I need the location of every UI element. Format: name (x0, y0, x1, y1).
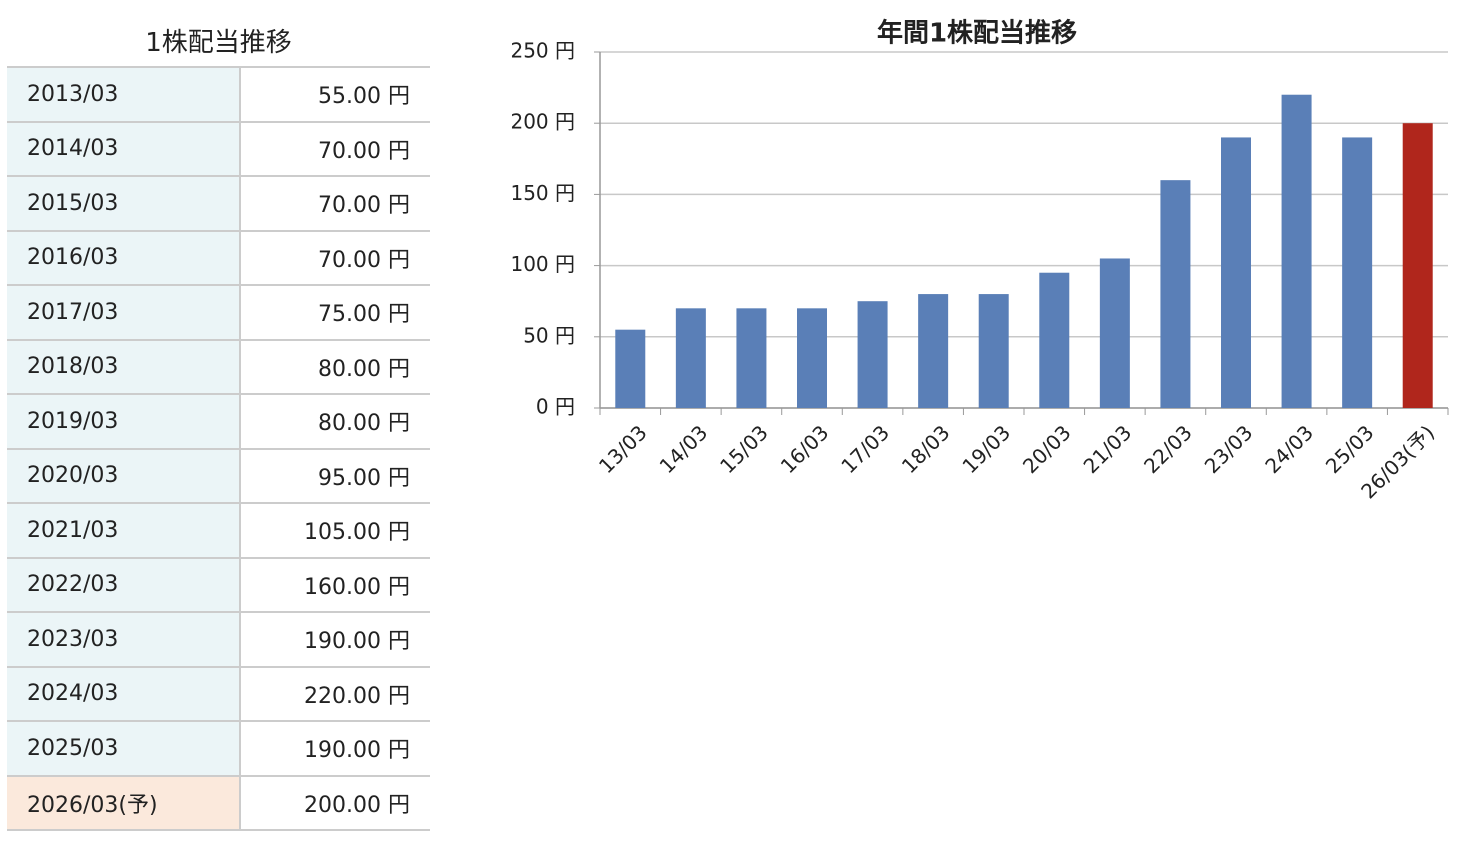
y-tick-label: 250 円 (510, 39, 575, 63)
table-row: 2023/03 190.00 円 (7, 611, 430, 667)
bar (736, 308, 767, 408)
x-tick-label: 17/03 (836, 420, 894, 478)
x-tick-label: 15/03 (715, 420, 773, 478)
y-tick-label: 150 円 (510, 181, 575, 205)
period-cell: 2023/03 (7, 611, 241, 667)
table-row: 2015/03 70.00 円 (7, 175, 430, 231)
dividend-table: 1株配当推移 2013/03 55.00 円 2014/03 70.00 円 2015/… (7, 20, 430, 831)
table-row: 2019/03 80.00 円 (7, 393, 430, 449)
bar (1039, 272, 1070, 408)
dividend-cell: 70.00 円 (240, 175, 430, 231)
x-tick-label: 18/03 (897, 420, 955, 478)
x-tick-label: 24/03 (1260, 420, 1318, 478)
bar (675, 308, 706, 408)
x-tick-label: 14/03 (655, 420, 713, 478)
table-row: 2026/03(予) 200.00 円 (7, 774, 430, 831)
table-row: 2014/03 70.00 円 (7, 120, 430, 176)
dividend-cell: 80.00 円 (240, 338, 430, 394)
x-tick-label: 21/03 (1079, 420, 1137, 478)
period-cell: 2018/03 (7, 338, 241, 394)
period-cell: 2020/03 (7, 447, 241, 503)
table-title: 1株配当推移 (145, 28, 292, 58)
bar (615, 329, 646, 408)
period-cell: 2014/03 (7, 120, 241, 176)
table-row: 2020/03 95.00 円 (7, 447, 430, 503)
dividend-cell: 190.00 円 (240, 611, 430, 667)
bar (978, 294, 1009, 408)
period-cell: 2021/03 (7, 502, 241, 558)
bar (1221, 137, 1251, 408)
dividend-cell: 80.00 円 (240, 393, 430, 449)
table-row: 2016/03 70.00 円 (7, 229, 430, 285)
table-row: 2022/03 160.00 円 (7, 556, 430, 612)
y-tick-label: 200 円 (510, 110, 575, 134)
dividend-cell: 200.00 円 (240, 774, 430, 831)
y-tick-label: 100 円 (510, 252, 575, 276)
dividend-cell: 190.00 円 (240, 720, 430, 776)
period-cell: 2022/03 (7, 556, 241, 612)
period-cell: 2019/03 (7, 393, 241, 449)
dividend-cell: 55.00 円 (240, 66, 430, 122)
dividend-cell: 70.00 円 (240, 120, 430, 176)
period-cell: 2016/03 (7, 229, 241, 285)
y-tick-label: 0 円 (536, 395, 575, 419)
period-cell: 2013/03 (7, 66, 241, 122)
table-row: 2024/03 220.00 円 (7, 665, 430, 721)
x-tick-label: 19/03 (957, 420, 1015, 478)
dividend-cell: 95.00 円 (240, 447, 430, 503)
bar (1342, 137, 1373, 408)
dividend-cell: 220.00 円 (240, 665, 430, 721)
y-tick-label: 50 円 (523, 323, 575, 347)
bar (1160, 180, 1191, 408)
bar (1402, 123, 1433, 408)
period-cell: 2026/03(予) (7, 774, 241, 831)
x-tick-label: 22/03 (1139, 420, 1197, 478)
period-cell: 2015/03 (7, 175, 241, 231)
bar (918, 294, 949, 408)
bar (797, 308, 827, 408)
table-row: 2025/03 190.00 円 (7, 720, 430, 776)
dividend-cell: 70.00 円 (240, 229, 430, 285)
chart-title: 年間1株配当推移 (877, 18, 1077, 49)
bar (1281, 94, 1312, 408)
x-tick-label: 25/03 (1321, 420, 1379, 478)
x-tick-label: 20/03 (1018, 420, 1076, 478)
x-tick-label: 16/03 (776, 420, 834, 478)
table-row: 2017/03 75.00 円 (7, 284, 430, 340)
period-cell: 2017/03 (7, 284, 241, 340)
table-row: 2013/03 55.00 円 (7, 66, 430, 122)
x-tick-label: 23/03 (1200, 420, 1258, 478)
x-tick-label: 13/03 (594, 420, 652, 478)
table-row: 2021/03 105.00 円 (7, 502, 430, 558)
period-cell: 2024/03 (7, 665, 241, 721)
bar (1099, 258, 1130, 408)
table: 2013/03 55.00 円 2014/03 70.00 円 2015/03 70.00… (7, 66, 430, 831)
table-row: 2018/03 80.00 円 (7, 338, 430, 394)
dividend-cell: 105.00 円 (240, 502, 430, 558)
period-cell: 2025/03 (7, 720, 241, 776)
dividend-cell: 75.00 円 (240, 284, 430, 340)
bar (857, 301, 888, 408)
dividend-cell: 160.00 円 (240, 556, 430, 612)
